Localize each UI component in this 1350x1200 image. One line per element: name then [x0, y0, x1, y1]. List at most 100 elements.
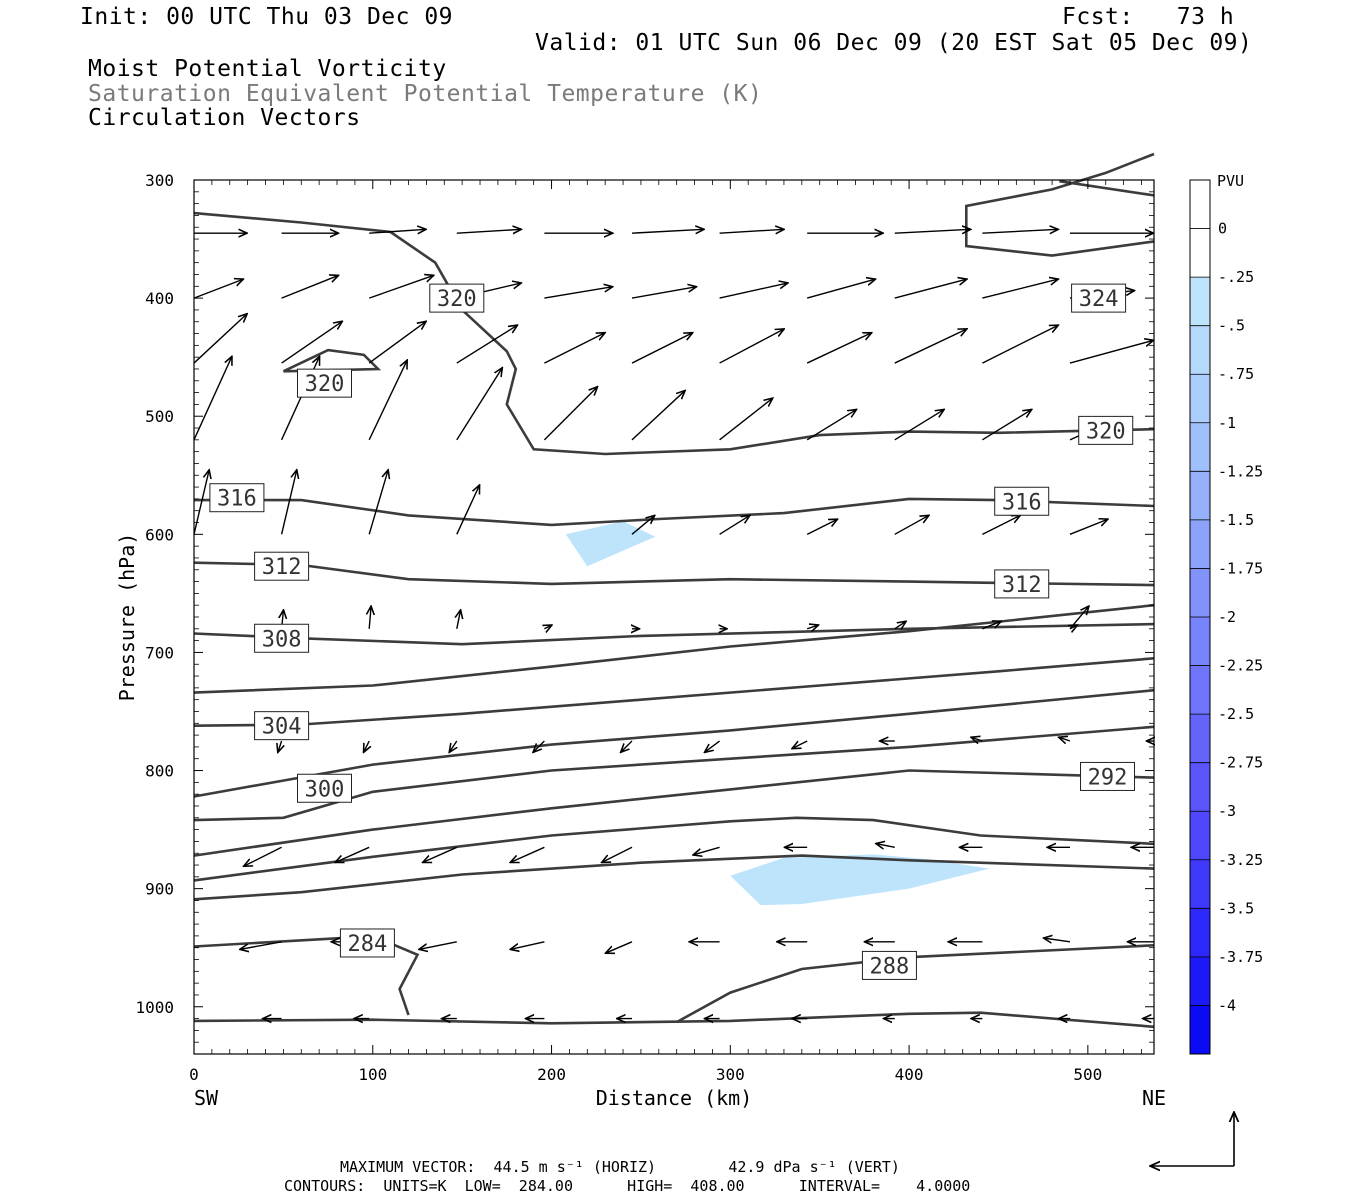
contour-label: 316	[217, 487, 257, 512]
circulation-vector	[982, 279, 1058, 299]
colorbar-level-label: -2.25	[1218, 657, 1263, 675]
circulation-vector	[806, 409, 856, 441]
theta-es-contour	[193, 211, 1155, 456]
x-tick-label: 400	[895, 1065, 924, 1084]
circulation-vector	[806, 333, 872, 364]
circulation-vector	[704, 740, 721, 752]
colorbar-level-label: -3.5	[1218, 899, 1254, 917]
max-vector-note: MAXIMUM VECTOR: 44.5 m s⁻¹ (HORIZ) 42.9 …	[340, 1158, 900, 1176]
colorbar-swatch	[1190, 762, 1210, 812]
circulation-vector	[982, 621, 1001, 630]
circulation-vector	[894, 329, 967, 364]
y-axis-title: Pressure (hPa)	[115, 533, 139, 702]
x-tick-label: 300	[716, 1065, 745, 1084]
circulation-vector	[894, 409, 944, 441]
circulation-vector	[193, 356, 232, 441]
contour-label-box	[254, 623, 310, 653]
colorbar-level-label: -1	[1218, 414, 1236, 432]
colorbar-level-label: -2.5	[1218, 705, 1254, 723]
contour-label: 316	[1002, 490, 1042, 515]
x-axis-title: Distance (km)	[596, 1086, 753, 1110]
field-title-1: Moist Potential Vorticity	[88, 56, 447, 82]
colorbar-swatch	[1190, 617, 1210, 667]
colorbar-swatch	[1190, 811, 1210, 861]
colorbar-level-label: -1.25	[1218, 462, 1263, 480]
contour-label: 304	[262, 715, 302, 740]
circulation-vector	[792, 740, 808, 749]
circulation-vector	[806, 279, 875, 299]
theta-es-contour	[193, 688, 1155, 798]
circulation-vector	[368, 470, 388, 535]
circulation-vector	[806, 625, 818, 629]
colorbar-level-label: -3	[1218, 802, 1236, 820]
contour-label-box	[297, 368, 353, 398]
colorbar-level-label: 0	[1218, 220, 1227, 238]
colorbar-level-label: -1.5	[1218, 511, 1254, 529]
theta-es-contour	[193, 1011, 1155, 1029]
theta-es-contour	[193, 854, 1155, 901]
circulation-vector	[456, 325, 518, 364]
circulation-vector	[335, 846, 370, 862]
circulation-vector	[193, 279, 243, 299]
theta-es-contour	[282, 348, 382, 373]
colorbar-level-label: -2.75	[1218, 754, 1263, 772]
circulation-vector	[719, 283, 788, 299]
field-title-2: Saturation Equivalent Potential Temperat…	[88, 81, 763, 107]
contour-label-box	[254, 551, 310, 581]
circulation-vector	[631, 333, 693, 364]
colorbar-swatch	[1190, 180, 1210, 230]
colorbar-swatch	[1190, 908, 1210, 958]
contour-label-box	[861, 950, 917, 980]
theta-es-contour	[193, 816, 1155, 882]
colorbar-swatch	[1190, 471, 1210, 521]
x-tick-label: 200	[537, 1065, 566, 1084]
colorbar: PVU 0 -.25 -.5 -.75 -1 -1.25 -1.5 -1.75 -2 -2.25 -2…	[1189, 172, 1263, 1055]
circulation-vector	[240, 941, 282, 950]
y-tick-label: 800	[145, 762, 174, 781]
circulation-vector	[719, 229, 785, 233]
contour-label: 292	[1088, 765, 1128, 790]
circulation-vector	[631, 229, 704, 233]
circulation-vector	[631, 390, 685, 441]
y-tick-label: 1000	[135, 998, 174, 1017]
init-time-label: Init: 00 UTC Thu 03 Dec 09	[80, 4, 454, 30]
pv-region	[565, 521, 656, 567]
forecast-hour-label: Fcst: 73 h	[1062, 4, 1235, 30]
contour-label-box	[1071, 283, 1127, 313]
circulation-vector	[971, 737, 983, 741]
circulation-vector	[193, 314, 247, 364]
theta-es-contour	[193, 603, 1155, 694]
contour-label-box	[1078, 415, 1134, 445]
contour-label: 320	[437, 287, 477, 312]
axis-ticks: 0 100 200 300 400 500 300 400 500 600 700 800 900 100…	[135, 171, 1154, 1084]
theta-es-contour	[964, 152, 1155, 257]
contour-label-box	[254, 711, 310, 741]
circulation-vector	[1059, 737, 1071, 741]
circulation-vector	[449, 740, 457, 752]
circulation-vector	[281, 275, 339, 299]
left-end-label: SW	[194, 1086, 219, 1110]
theta-es-contour	[193, 622, 1155, 646]
colorbar-swatch	[1190, 228, 1210, 278]
contour-info-note: CONTOURS: UNITS=K LOW= 284.00 HIGH= 408.…	[284, 1177, 971, 1195]
right-end-label: NE	[1142, 1086, 1166, 1110]
theta-es-contour	[193, 934, 420, 1016]
theta-es-contour	[676, 944, 1155, 1024]
contour-label-box	[1080, 761, 1136, 791]
circulation-vector	[719, 515, 750, 535]
colorbar-swatch	[1190, 568, 1210, 618]
circulation-vector	[369, 606, 371, 629]
contour-label-box	[339, 928, 395, 958]
colorbar-swatch	[1190, 665, 1210, 715]
y-tick-label: 400	[145, 289, 174, 308]
colorbar-level-label: -1.75	[1218, 559, 1263, 577]
contour-label: 320	[305, 372, 345, 397]
circulation-vector	[1043, 938, 1071, 942]
valid-time-label: Valid: 01 UTC Sun 06 Dec 09 (20 EST Sat …	[535, 30, 1253, 56]
circulation-vector	[244, 846, 282, 866]
contour-label-layer: 320 320 320 324 316 316 312 312 308 304 300 292 284 2…	[209, 283, 1136, 980]
circulation-vector	[982, 325, 1058, 364]
contour-label: 308	[262, 627, 302, 652]
circulation-vector	[631, 287, 697, 299]
